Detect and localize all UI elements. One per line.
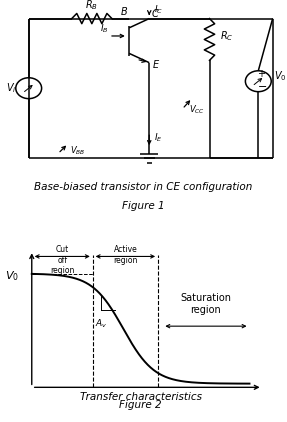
Text: Figure 2: Figure 2 (119, 400, 162, 410)
Text: $-$: $-$ (257, 80, 267, 90)
Text: $V_0$: $V_0$ (5, 269, 19, 283)
Text: Transfer characteristics: Transfer characteristics (79, 392, 202, 402)
Text: $E$: $E$ (152, 59, 160, 70)
Text: $I_B$: $I_B$ (100, 22, 109, 35)
Text: $I_E$: $I_E$ (154, 131, 163, 144)
Text: Cut
off
region: Cut off region (50, 246, 74, 275)
Text: $R_B$: $R_B$ (85, 0, 98, 12)
Text: $C$: $C$ (151, 8, 160, 19)
Text: $I_C$: $I_C$ (154, 4, 164, 16)
Text: $V_{CC}$: $V_{CC}$ (189, 103, 205, 116)
Text: $B$: $B$ (120, 5, 128, 17)
Text: $V_0$: $V_0$ (274, 69, 287, 83)
Text: $R_C$: $R_C$ (220, 30, 233, 43)
Text: Base-biased transistor in CE configuration: Base-biased transistor in CE configurati… (34, 182, 253, 192)
Text: $A_v$: $A_v$ (95, 317, 107, 330)
Text: Active
region: Active region (113, 246, 137, 265)
Text: Figure 1: Figure 1 (122, 201, 165, 211)
Text: $+$: $+$ (257, 68, 266, 79)
Text: Saturation
region: Saturation region (181, 293, 231, 315)
Text: $V_{BB}$: $V_{BB}$ (70, 145, 86, 157)
Text: $V_i$: $V_i$ (6, 81, 16, 95)
